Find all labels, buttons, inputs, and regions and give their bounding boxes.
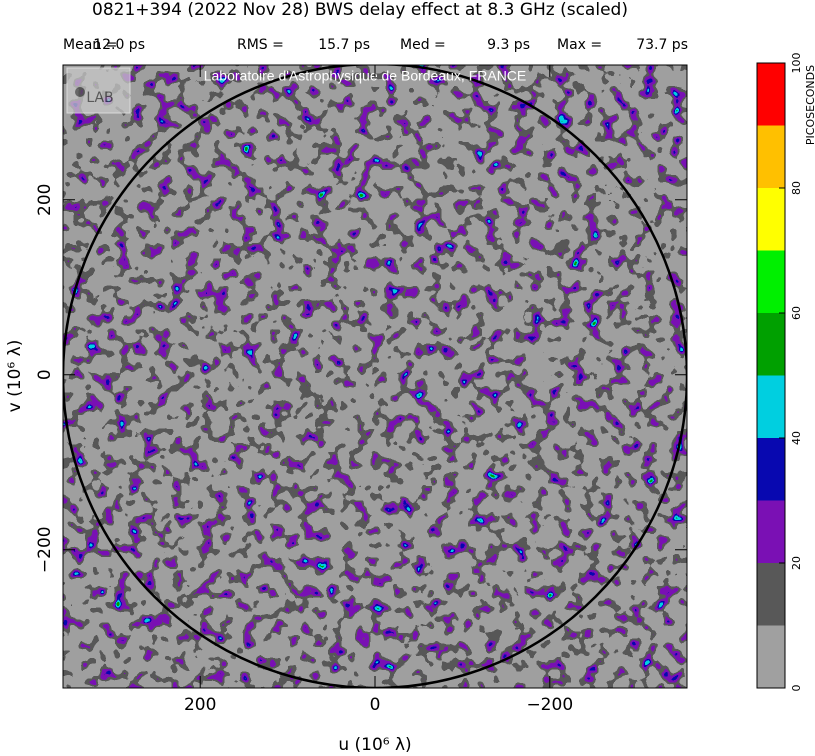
chart-title: 0821+394 (2022 Nov 28) BWS delay effect … <box>92 0 628 20</box>
stat-name: RMS = <box>237 37 284 53</box>
stat-name: Max = <box>557 37 602 53</box>
colorbar-segment <box>757 375 785 438</box>
colorbar-tick-label: 100 <box>790 53 803 74</box>
colorbar-segment <box>757 500 785 563</box>
stat-value: 15.7 ps <box>318 37 370 53</box>
colorbar-frame <box>756 62 786 689</box>
stat-value: 12.0 ps <box>93 37 145 53</box>
colorbar-segment <box>757 63 785 126</box>
colorbar-tick-label: 0 <box>790 685 803 692</box>
colorbar-segment <box>757 563 785 626</box>
colorbar-tick-label: 40 <box>790 431 803 445</box>
colorbar-segment <box>757 250 785 313</box>
colorbar-tick-label: 20 <box>790 556 803 570</box>
colorbar-label: PICOSECONDS <box>804 65 815 145</box>
logo-dot <box>75 87 85 97</box>
x-tick-label: 200 <box>184 695 216 715</box>
delay-map <box>63 65 687 688</box>
colorbar-segment <box>757 313 785 376</box>
stat-name: Mean = <box>63 37 117 53</box>
y-axis-label: v (10⁶ λ) <box>5 340 25 413</box>
colorbar-tick-label: 60 <box>790 306 803 320</box>
logo-text: LAB <box>86 90 113 106</box>
stat-value: 73.7 ps <box>636 37 688 53</box>
colorbar-segment <box>757 438 785 501</box>
stat-value: 9.3 ps <box>487 37 530 53</box>
x-tick-label: −200 <box>526 695 573 715</box>
colorbar-segment <box>757 125 785 188</box>
logo: LAB <box>66 67 131 114</box>
x-axis-label: u (10⁶ λ) <box>338 735 411 755</box>
y-tick-label: −200 <box>35 526 55 573</box>
watermark: Laboratoire d'Astrophysique de Bordeaux,… <box>204 68 527 84</box>
y-tick-label: 0 <box>35 369 55 380</box>
x-tick-label: 0 <box>370 695 381 715</box>
plot-area <box>63 65 687 688</box>
colorbar-segment <box>757 188 785 251</box>
colorbar-tick-label: 80 <box>790 181 803 195</box>
y-tick-label: 200 <box>35 184 55 216</box>
stat-name: Med = <box>400 37 446 53</box>
colorbar-segment <box>757 625 785 688</box>
